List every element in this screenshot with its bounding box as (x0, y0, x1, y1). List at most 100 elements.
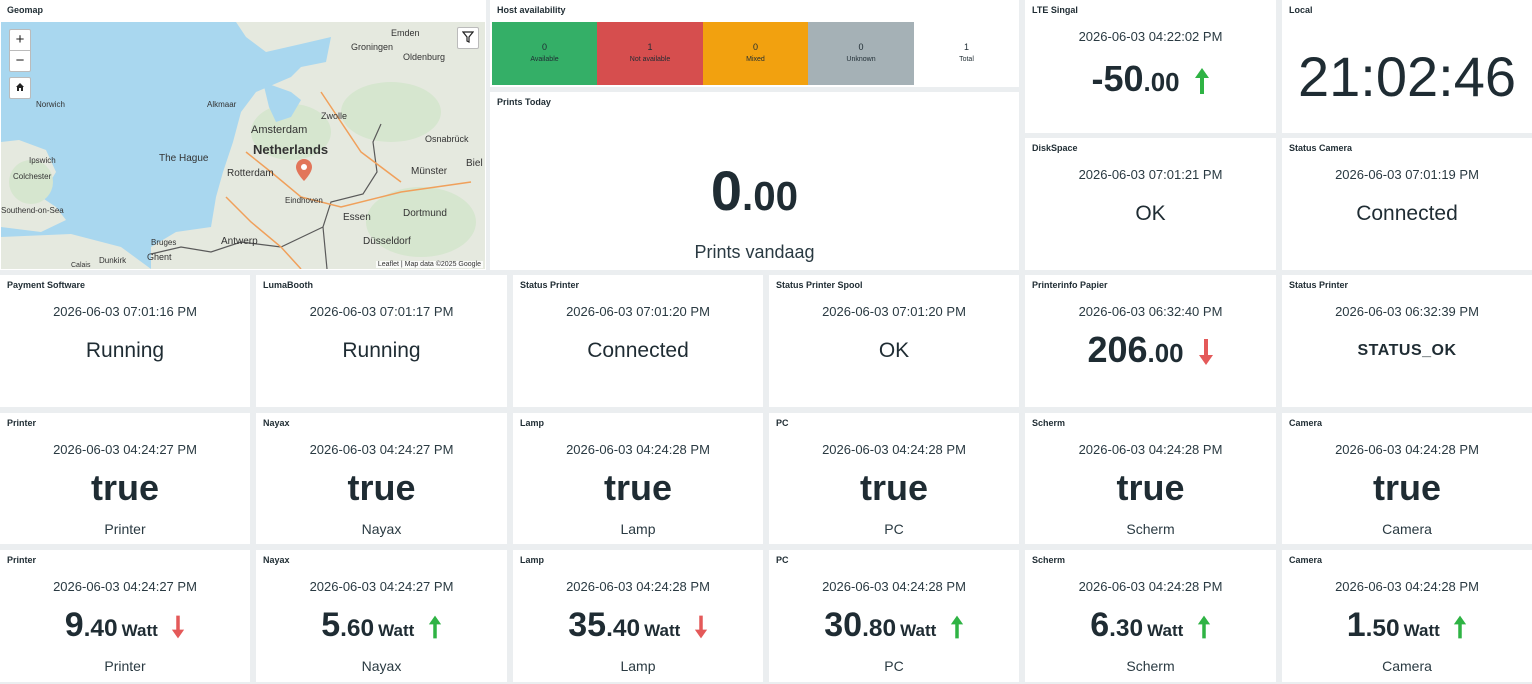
value-unit: Watt (900, 621, 937, 640)
bool-value: true (347, 467, 416, 508)
item-caption: Camera (1382, 521, 1432, 537)
host-total-cell[interactable]: 1 Total (914, 22, 1019, 85)
lte-value: -50.00 (1025, 58, 1276, 100)
printer-power-widget: Printer 2026-06-03 04:24:27 PM 9.40 Watt … (0, 550, 250, 682)
host-availability-widget: Host availability 0 Available 1 Not avai… (490, 0, 1019, 87)
widget-title: Status Printer (1289, 280, 1349, 290)
timestamp: 2026-06-03 04:24:28 PM (1078, 442, 1223, 457)
widget-title: PC (776, 418, 789, 428)
host-unknown-cell[interactable]: 0 Unknown (808, 22, 914, 85)
timestamp: 2026-06-03 04:24:28 PM (1078, 579, 1223, 594)
timestamp: 2026-06-03 04:22:02 PM (1078, 29, 1223, 44)
item-caption: Scherm (1126, 521, 1175, 537)
host-not-available-cell[interactable]: 1 Not available (597, 22, 703, 85)
map-label-dusseldorf: Düsseldorf (363, 236, 411, 247)
zoom-out-button[interactable]: − (9, 50, 31, 72)
widget-title: Lamp (520, 418, 545, 428)
map-label-southend: Southend-on-Sea (1, 206, 64, 215)
value-integer: -50 (1091, 58, 1144, 99)
map-label-dunkirk: Dunkirk (99, 256, 127, 265)
scherm-bool-widget: Scherm 2026-06-03 04:24:28 PM true Scher… (1025, 413, 1276, 544)
timestamp: 2026-06-03 06:32:39 PM (1335, 304, 1479, 319)
home-button[interactable] (9, 77, 31, 99)
home-icon (16, 83, 24, 91)
value-integer: 206 (1087, 329, 1148, 370)
bool-value: true (859, 467, 928, 508)
map-label-bruges: Bruges (151, 238, 177, 247)
timestamp: 2026-06-03 04:24:28 PM (822, 579, 966, 594)
map-attribution[interactable]: Leaflet | Map data ©2025 Google (375, 261, 483, 268)
camera-bool-widget: Camera 2026-06-03 04:24:28 PM true Camer… (1282, 413, 1532, 544)
nayax-power-widget: Nayax 2026-06-03 04:24:27 PM 5.60 Watt Na… (256, 550, 507, 682)
map-label-eindhoven: Eindhoven (285, 196, 323, 205)
value-decimal: .40 (606, 615, 641, 642)
value-integer: 6 (1090, 606, 1110, 644)
host-label: Total (959, 56, 974, 63)
widget-title: Printer (7, 555, 37, 565)
host-label: Mixed (746, 56, 765, 63)
item-caption: Lamp (620, 658, 656, 674)
status-value: OK (1135, 202, 1166, 225)
timestamp: 2026-06-03 07:01:21 PM (1078, 167, 1223, 182)
bool-value: true (603, 467, 672, 508)
map-land (1, 22, 485, 269)
map-label-essen: Essen (343, 212, 371, 223)
geomap-widget: Geomap Netherlands Amsterdam The Hague R… (0, 0, 486, 270)
widget-title: Scherm (1032, 418, 1066, 428)
map-label-calais: Calais (71, 262, 91, 269)
status-value: Running (85, 339, 165, 362)
power-value: 35.40 Watt (513, 606, 763, 645)
item-caption: Lamp (620, 521, 656, 537)
bool-value: true (1372, 467, 1441, 508)
widget-title: Status Printer (520, 280, 580, 290)
item-caption: Scherm (1126, 658, 1175, 674)
map-canvas[interactable]: Netherlands Amsterdam The Hague Rotterda… (1, 22, 485, 269)
widget-title: Prints Today (497, 97, 551, 107)
map-label-ghent: Ghent (147, 252, 172, 262)
map-marker-icon[interactable] (296, 159, 312, 181)
clock-value: 21:02:46 (1298, 45, 1516, 108)
widget-title: Scherm (1032, 555, 1066, 565)
timestamp: 2026-06-03 07:01:16 PM (53, 304, 197, 319)
zoom-in-button[interactable]: + (9, 29, 31, 51)
map-label-norwich: Norwich (36, 100, 65, 109)
map-label-bielefeld: Biel (466, 158, 483, 169)
widget-title: LTE Singal (1032, 5, 1078, 15)
power-value: 1.50 Watt (1282, 606, 1532, 645)
map-label-netherlands: Netherlands (253, 142, 329, 157)
item-caption: Camera (1382, 658, 1432, 674)
value-integer: 0 (710, 159, 743, 222)
map-label-osnabruck: Osnabrück (425, 134, 469, 144)
host-count: 1 (647, 42, 653, 52)
value-decimal: .80 (862, 615, 897, 642)
arrow-up-icon (1194, 68, 1209, 95)
status-printer-widget: Status Printer 2026-06-03 07:01:20 PM Co… (513, 275, 763, 407)
status-value: Connected (1356, 202, 1458, 225)
host-label: Unknown (846, 56, 876, 63)
bool-value: true (90, 467, 159, 508)
status-value: Running (342, 339, 421, 362)
value-integer: 9 (64, 606, 84, 644)
diskspace-widget: DiskSpace 2026-06-03 07:01:21 PM OK (1025, 138, 1276, 270)
host-mixed-cell[interactable]: 0 Mixed (703, 22, 808, 85)
value-integer: 5 (321, 606, 341, 644)
host-available-cell[interactable]: 0 Available (492, 22, 597, 85)
map-label-colchester: Colchester (13, 172, 52, 181)
prints-caption: Prints vandaag (694, 242, 815, 262)
timestamp: 2026-06-03 07:01:20 PM (822, 304, 966, 319)
status-printer-spool-widget: Status Printer Spool 2026-06-03 07:01:20… (769, 275, 1019, 407)
value-decimal: .60 (340, 615, 375, 642)
value-decimal: .30 (1109, 615, 1144, 642)
pc-bool-widget: PC 2026-06-03 04:24:28 PM true PC (769, 413, 1019, 544)
widget-title: Lamp (520, 555, 545, 565)
timestamp: 2026-06-03 04:24:27 PM (53, 579, 197, 594)
status-value: OK (878, 339, 910, 362)
value-decimal: .00 (1143, 69, 1180, 97)
value-integer: 1 (1346, 606, 1366, 644)
item-caption: Printer (104, 658, 146, 674)
value-integer: 30 (824, 606, 863, 644)
timestamp: 2026-06-03 04:24:28 PM (566, 442, 710, 457)
filter-button[interactable] (457, 27, 479, 49)
host-label: Available (530, 56, 559, 63)
map-label-oldenburg: Oldenburg (403, 52, 446, 62)
